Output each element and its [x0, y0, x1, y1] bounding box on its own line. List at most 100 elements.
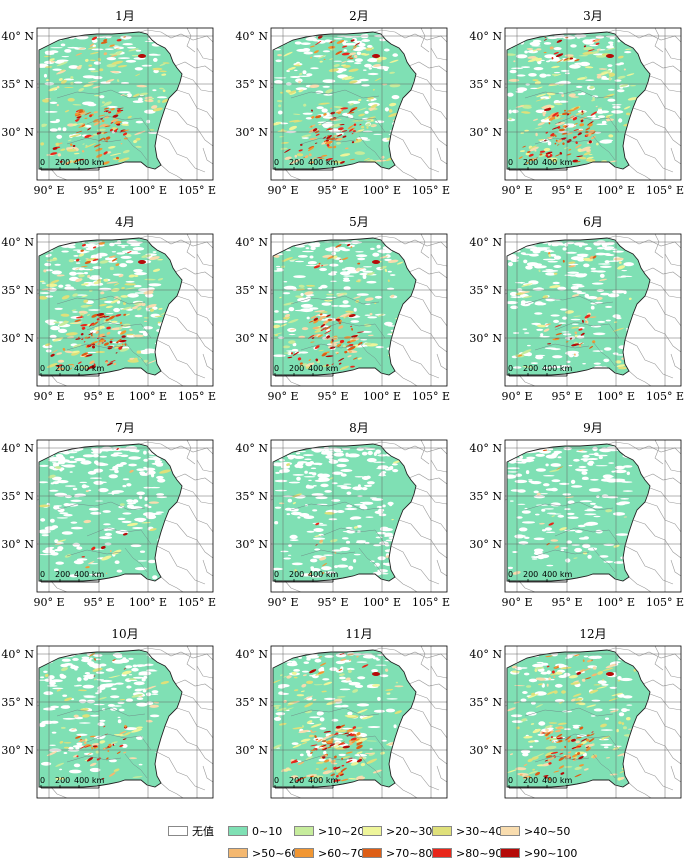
legend-label: >90~100	[524, 846, 578, 860]
y-tick-label: 30° N	[469, 126, 502, 139]
province-boundary	[284, 374, 302, 386]
province-boundary	[202, 765, 213, 783]
y-tick-label: 35° N	[235, 696, 268, 709]
map-plot-area: 0 200 400 km	[37, 440, 213, 592]
province-boundary	[436, 765, 447, 783]
plateau-raster	[507, 650, 650, 787]
scale-label: 200	[55, 364, 70, 373]
plateau-outline	[272, 237, 417, 376]
month-title: 5月	[349, 215, 369, 229]
river-line	[66, 343, 122, 351]
plateau-outline	[38, 649, 183, 788]
province-boundary	[664, 47, 681, 61]
plateau-outline	[38, 443, 183, 582]
plateau-outline	[38, 31, 183, 170]
x-tick-label: 95° E	[317, 596, 348, 609]
legend-label: >20~30	[386, 824, 433, 838]
y-tick-label: 35° N	[1, 284, 34, 297]
legend-label: >50~60	[252, 846, 299, 860]
province-boundary	[632, 107, 681, 147]
scale-label: 400 km	[308, 570, 338, 579]
province-boundary	[186, 234, 196, 259]
y-tick-label: 30° N	[1, 744, 34, 757]
province-boundary	[398, 313, 447, 353]
province-boundary	[670, 559, 681, 577]
scale-label: 0	[508, 776, 513, 785]
province-boundary	[664, 253, 681, 267]
y-tick-label: 30° N	[235, 744, 268, 757]
map-plot-area: 0 200 400 km	[505, 28, 681, 180]
province-boundary	[398, 107, 447, 147]
plateau-outline	[272, 649, 417, 788]
scale-bar: 0 200 400 km	[274, 776, 338, 789]
scale-bar: 0 200 400 km	[508, 158, 572, 171]
province-boundary	[408, 267, 447, 279]
river-line	[86, 115, 152, 133]
river-line	[358, 341, 382, 367]
province-boundary	[196, 253, 213, 267]
y-tick-label: 35° N	[235, 78, 268, 91]
province-boundary	[174, 679, 213, 691]
province-boundary	[164, 313, 213, 353]
y-tick-label: 40° N	[235, 442, 268, 455]
province-boundary	[390, 133, 440, 173]
x-tick-label: 105° E	[412, 184, 450, 197]
y-tick-label: 30° N	[469, 332, 502, 345]
y-tick-label: 35° N	[469, 490, 502, 503]
map-frame	[504, 645, 682, 799]
river-line	[86, 527, 152, 545]
x-tick-label: 90° E	[501, 390, 532, 403]
river-line	[300, 343, 356, 351]
plateau-outline	[506, 443, 651, 582]
legend-label: >10~20	[318, 824, 365, 838]
legend-item: >40~50	[500, 824, 570, 838]
x-tick-label: 100° E	[597, 390, 635, 403]
scale-label: 400 km	[542, 364, 572, 373]
x-tick-label: 100° E	[363, 390, 401, 403]
river-line	[524, 501, 614, 511]
map-plot-area: 0 200 400 km	[271, 28, 447, 180]
legend-item: >70~80	[362, 846, 432, 860]
province-boundary	[654, 440, 664, 465]
legend-item: >20~30	[362, 824, 432, 838]
map-frame	[504, 439, 682, 593]
y-tick-label: 40° N	[1, 30, 34, 43]
x-tick-label: 95° E	[83, 596, 114, 609]
river-line	[358, 135, 382, 161]
map-frame	[504, 233, 682, 387]
province-boundary	[420, 646, 430, 671]
legend-swatch	[362, 826, 382, 836]
province-boundary	[50, 786, 68, 798]
month-map: 1月 0 200 400 km 90° E 95° E 100° E 105° E 40° N 3…	[1, 9, 216, 197]
legend-swatch	[228, 826, 248, 836]
map-plot-area: 0 200 400 km	[271, 646, 447, 798]
scale-label: 200	[55, 158, 70, 167]
x-tick-label: 100° E	[129, 184, 167, 197]
legend-swatch	[362, 848, 382, 858]
scale-label: 0	[40, 158, 45, 167]
province-boundary	[670, 147, 681, 165]
y-tick-label: 30° N	[469, 744, 502, 757]
month-title: 9月	[583, 421, 603, 435]
x-tick-label: 90° E	[267, 390, 298, 403]
month-title: 8月	[349, 421, 369, 435]
y-tick-label: 40° N	[469, 648, 502, 661]
x-tick-label: 105° E	[412, 390, 450, 403]
scale-label: 200	[55, 570, 70, 579]
legend-item: >60~70	[294, 846, 364, 860]
map-plot-area: 0 200 400 km	[37, 234, 213, 386]
province-boundary	[664, 459, 681, 473]
scale-label: 200	[523, 776, 538, 785]
province-boundary	[50, 580, 68, 592]
province-boundary	[186, 28, 196, 53]
river-line	[124, 341, 148, 367]
y-tick-label: 40° N	[1, 442, 34, 455]
province-boundary	[196, 47, 213, 61]
y-tick-label: 40° N	[235, 30, 268, 43]
legend-swatch	[228, 848, 248, 858]
scale-label: 200	[289, 570, 304, 579]
scale-label: 0	[274, 364, 279, 373]
y-tick-label: 40° N	[235, 236, 268, 249]
